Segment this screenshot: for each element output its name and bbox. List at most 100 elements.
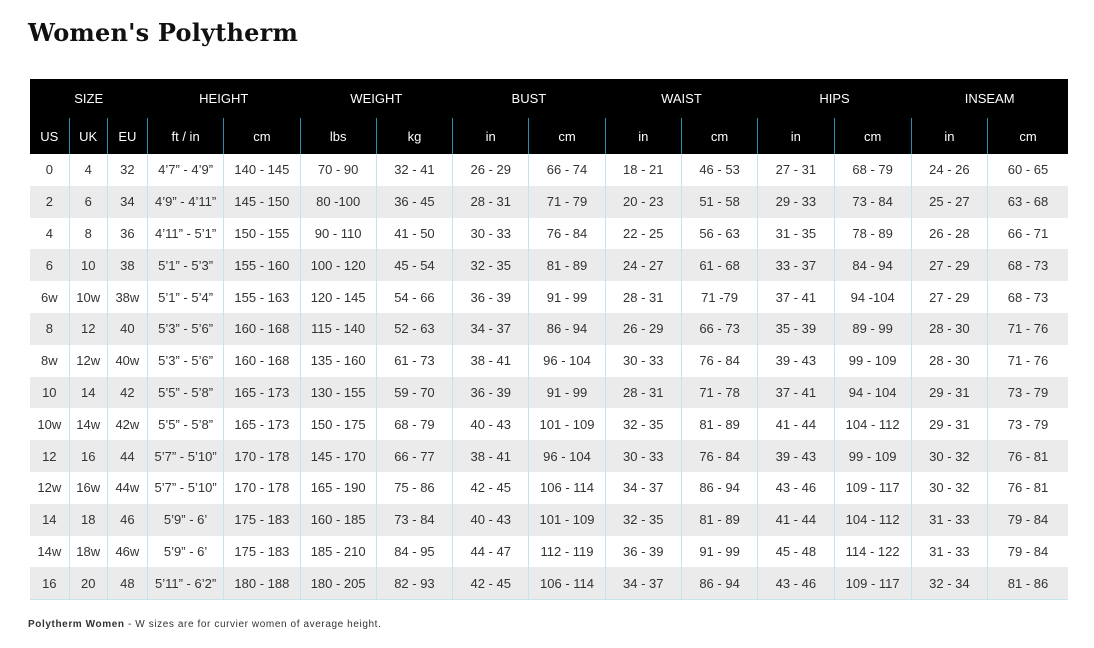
table-cell: 5’11” - 6’2” [147,567,225,601]
table-cell: 31 - 33 [911,535,989,568]
table-cell: 73 - 79 [987,376,1068,409]
table-cell: 43 - 46 [757,567,835,601]
table-cell: 5’9” - 6’ [147,535,225,568]
table-cell: 109 - 117 [834,567,912,601]
table-cell: 130 - 155 [300,376,377,409]
table-cell: 63 - 68 [987,185,1068,218]
table-cell: 37 - 41 [757,376,835,409]
table-cell: 89 - 99 [834,312,912,345]
table-cell: 91 - 99 [528,376,606,409]
table-cell: 36 - 39 [452,376,530,409]
table-cell: 82 - 93 [376,567,454,601]
table-cell: 76 - 84 [528,217,606,250]
table-cell: 160 - 168 [223,344,301,377]
table-cell: 51 - 58 [681,185,759,218]
table-cell: 60 - 65 [987,154,1068,186]
table-cell: 175 - 183 [223,503,301,536]
table-cell: 18 - 21 [605,154,682,186]
table-cell: 12w [69,344,108,377]
table-cell: 42 - 45 [452,471,530,504]
table-cell: 81 - 89 [681,503,759,536]
table-cell: 34 - 37 [605,471,682,504]
table-cell: 56 - 63 [681,217,759,250]
table-cell: 31 - 33 [911,503,989,536]
unit-header-uk: UK [69,118,108,154]
table-cell: 79 - 84 [987,535,1068,568]
table-cell: 90 - 110 [300,217,377,250]
table-cell: 20 [69,567,108,601]
table-cell: 115 - 140 [300,312,377,345]
table-cell: 28 - 31 [605,281,682,313]
table-cell: 16 [69,440,108,472]
table-cell: 26 - 29 [452,154,530,186]
table-cell: 40 - 43 [452,503,530,536]
table-cell: 0 [30,154,70,186]
group-header-size: SIZE [30,79,148,118]
table-cell: 30 - 33 [605,344,682,377]
table-cell: 48 [107,567,148,601]
table-cell: 30 - 32 [911,440,989,472]
group-header-weight: WEIGHT [300,79,453,118]
table-cell: 43 - 46 [757,471,835,504]
table-cell: 71 - 78 [681,376,759,409]
table-cell: 30 - 33 [452,217,530,250]
table-row: 12w 16w 44w 5’7” - 5’10” 170 - 178 165 - 190 7… [30,471,1068,504]
table-cell: 38 - 41 [452,440,530,472]
table-cell: 2 [30,185,70,218]
table-cell: 28 - 31 [452,185,530,218]
table-cell: 42 - 45 [452,567,530,601]
table-cell: 76 - 81 [987,440,1068,472]
table-cell: 100 - 120 [300,249,377,282]
table-cell: 12 [69,312,108,345]
size-chart-table: SIZE HEIGHT WEIGHT BUST WAIST HIPS INSEA… [30,79,1068,601]
unit-header-weight-kg: kg [376,118,454,154]
table-row: 6 10 38 5’1” - 5’3” 155 - 160 100 - 120 45 - 5… [30,249,1068,282]
table-cell: 68 - 79 [376,408,454,441]
table-row: 10w 14w 42w 5’5” - 5’8” 165 - 173 150 - 175 68… [30,408,1068,441]
table-cell: 73 - 84 [376,503,454,536]
table-row: 16 20 48 5’11” - 6’2” 180 - 188 180 - 205 82 -… [30,567,1068,601]
table-cell: 10w [30,408,70,441]
table-cell: 76 - 84 [681,440,759,472]
table-cell: 4’9” - 4’11” [147,185,225,218]
table-cell: 91 - 99 [681,535,759,568]
table-row: 0 4 32 4’7” - 4’9” 140 - 145 70 - 90 32 - 41 26… [30,154,1068,186]
table-cell: 59 - 70 [376,376,454,409]
table-cell: 18 [69,503,108,536]
table-cell: 84 - 94 [834,249,912,282]
table-cell: 104 - 112 [834,408,912,441]
table-cell: 6 [30,249,70,282]
table-cell: 36 - 39 [452,281,530,313]
table-cell: 46 - 53 [681,154,759,186]
table-row: 10 14 42 5’5” - 5’8” 165 - 173 130 - 155 59 - … [30,376,1068,409]
table-cell: 66 - 77 [376,440,454,472]
table-cell: 4 [30,217,70,250]
table-cell: 40 [107,312,148,345]
table-cell: 155 - 163 [223,281,301,313]
table-cell: 114 - 122 [834,535,912,568]
table-cell: 46 [107,503,148,536]
table-cell: 32 - 35 [605,503,682,536]
table-cell: 68 - 73 [987,249,1068,282]
table-cell: 145 - 170 [300,440,377,472]
table-cell: 40w [107,344,148,377]
table-cell: 44 - 47 [452,535,530,568]
table-cell: 5’5” - 5’8” [147,408,225,441]
footnote-text: - W sizes are for curvier women of avera… [124,619,382,630]
table-cell: 71 -79 [681,281,759,313]
table-cell: 150 - 155 [223,217,301,250]
table-cell: 180 - 205 [300,567,377,601]
unit-header-height-ftin: ft / in [147,118,225,154]
table-cell: 101 - 109 [528,408,606,441]
table-cell: 78 - 89 [834,217,912,250]
table-cell: 81 - 89 [528,249,606,282]
table-cell: 14 [30,503,70,536]
table-cell: 33 - 37 [757,249,835,282]
table-cell: 165 - 190 [300,471,377,504]
table-cell: 86 - 94 [681,567,759,601]
table-cell: 36 - 45 [376,185,454,218]
table-cell: 70 - 90 [300,154,377,186]
table-cell: 99 - 109 [834,344,912,377]
table-cell: 28 - 30 [911,344,989,377]
table-cell: 38 [107,249,148,282]
